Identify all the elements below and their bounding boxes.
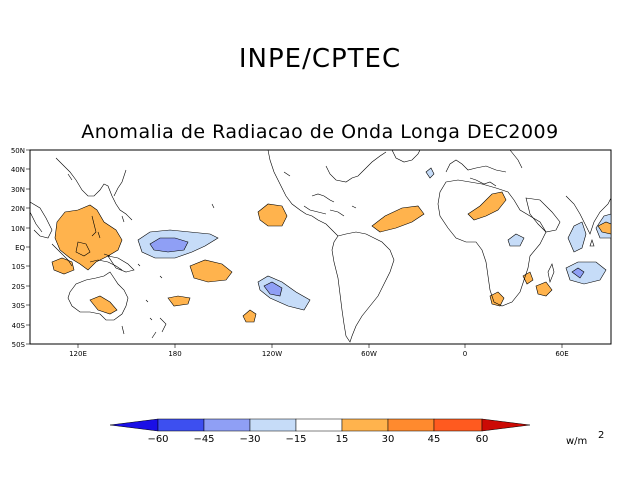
anomaly-indian-ocean bbox=[565, 261, 607, 285]
lat-label-40n: 40N bbox=[11, 166, 25, 174]
anomaly-central-pacific-core bbox=[149, 237, 189, 253]
coast-sri-lanka bbox=[589, 239, 595, 247]
colorbar-unit: w/m bbox=[566, 436, 587, 447]
coast-australia bbox=[67, 271, 129, 335]
lat-label-50s: 50S bbox=[12, 341, 26, 349]
colorbar-swatch-6 bbox=[387, 418, 435, 432]
anomaly-west-africa bbox=[507, 233, 525, 247]
anomaly-south-pacific-core bbox=[263, 281, 283, 297]
lon-label-60e: 60E bbox=[555, 350, 568, 358]
coastlines bbox=[29, 149, 612, 343]
coast-borneo-sumatra bbox=[51, 241, 123, 271]
anomaly-south-africa bbox=[489, 291, 505, 307]
coast-arabia bbox=[525, 197, 561, 233]
colorbar-label-45: 45 bbox=[428, 434, 441, 445]
lon-label-180: 180 bbox=[168, 350, 181, 358]
colorbar-swatch-2 bbox=[203, 418, 251, 432]
anomaly-tropical-atlantic bbox=[371, 205, 425, 233]
colorbar-swatch-3 bbox=[249, 418, 297, 432]
colorbar: −60 −45 −30 −15 15 30 45 60 w/m 2 bbox=[109, 418, 604, 447]
coast-india bbox=[565, 195, 612, 235]
anomaly-indian-ocean-core bbox=[571, 267, 585, 279]
coast-asia bbox=[29, 157, 133, 239]
lat-label-30n: 30N bbox=[11, 186, 25, 194]
colorbar-swatch-8 bbox=[481, 418, 531, 432]
colorbar-swatch-4 bbox=[295, 418, 343, 432]
lon-label-0: 0 bbox=[463, 350, 467, 358]
anomaly-fields bbox=[51, 167, 612, 323]
latitude-axis: 50N 40N 30N 20N 10N EQ 10S 20S 30S 40S 5… bbox=[11, 147, 30, 349]
coast-philippines bbox=[91, 215, 101, 239]
anomaly-africa-sahel bbox=[467, 191, 507, 221]
lon-label-60w: 60W bbox=[361, 350, 377, 358]
coast-new-guinea bbox=[107, 255, 135, 273]
coast-greenland bbox=[391, 149, 421, 163]
colorbar-label-minus30: −30 bbox=[239, 434, 260, 445]
lat-label-10s: 10S bbox=[12, 263, 26, 271]
anomaly-tropical-west-pacific bbox=[54, 204, 123, 271]
lat-label-30s: 30S bbox=[12, 302, 26, 310]
colorbar-swatch-1 bbox=[157, 418, 205, 432]
coast-africa bbox=[437, 179, 547, 307]
colorbar-label-15: 15 bbox=[336, 434, 349, 445]
colorbar-label-minus45: −45 bbox=[193, 434, 214, 445]
lat-label-10n: 10N bbox=[11, 225, 25, 233]
lat-label-20n: 20N bbox=[11, 205, 25, 213]
longitude-axis: 120E 180 120W 60W 0 60E bbox=[69, 344, 569, 358]
map-frame bbox=[29, 149, 612, 345]
lat-label-40s: 40S bbox=[12, 322, 26, 330]
anomaly-mozambique bbox=[535, 281, 553, 297]
anomaly-east-indian-ocean bbox=[597, 221, 612, 235]
colorbar-unit-exponent: 2 bbox=[598, 430, 604, 441]
coast-gulf-caribbean bbox=[303, 205, 357, 217]
page-title: INPE/CPTEC bbox=[238, 44, 402, 74]
coast-south-america bbox=[331, 231, 395, 343]
lon-label-120w: 120W bbox=[262, 350, 282, 358]
coast-japan bbox=[113, 169, 127, 197]
colorbar-label-30: 30 bbox=[382, 434, 395, 445]
anomaly-north-atlantic bbox=[425, 167, 435, 179]
colorbar-label-60: 60 bbox=[476, 434, 489, 445]
anomaly-north-australia bbox=[89, 295, 118, 315]
coast-islands bbox=[137, 203, 215, 321]
anomaly-east-pacific-north bbox=[257, 203, 288, 227]
anomaly-maritime-continent bbox=[51, 257, 75, 275]
coast-europe bbox=[445, 149, 523, 187]
coast-new-zealand bbox=[151, 317, 167, 339]
anomaly-pacific-35s bbox=[242, 309, 257, 323]
colorbar-label-minus60: −60 bbox=[147, 434, 168, 445]
anomaly-pacific-25s bbox=[167, 295, 191, 307]
lat-label-eq: EQ bbox=[15, 244, 25, 252]
colorbar-swatch-5 bbox=[341, 418, 389, 432]
lat-label-50n: 50N bbox=[11, 147, 25, 155]
colorbar-label-minus15: −15 bbox=[285, 434, 306, 445]
anomaly-pacific-15s bbox=[189, 259, 233, 283]
anomaly-arabian-sea bbox=[567, 221, 587, 253]
colorbar-swatch-0 bbox=[109, 418, 159, 432]
lat-label-20s: 20S bbox=[12, 283, 26, 291]
colorbar-swatch-7 bbox=[433, 418, 483, 432]
map-subtitle: Anomalia de Radiacao de Onda Longa DEC20… bbox=[81, 121, 559, 143]
coast-north-america bbox=[267, 149, 387, 237]
coast-madagascar bbox=[547, 263, 555, 284]
lon-label-120e: 120E bbox=[69, 350, 87, 358]
